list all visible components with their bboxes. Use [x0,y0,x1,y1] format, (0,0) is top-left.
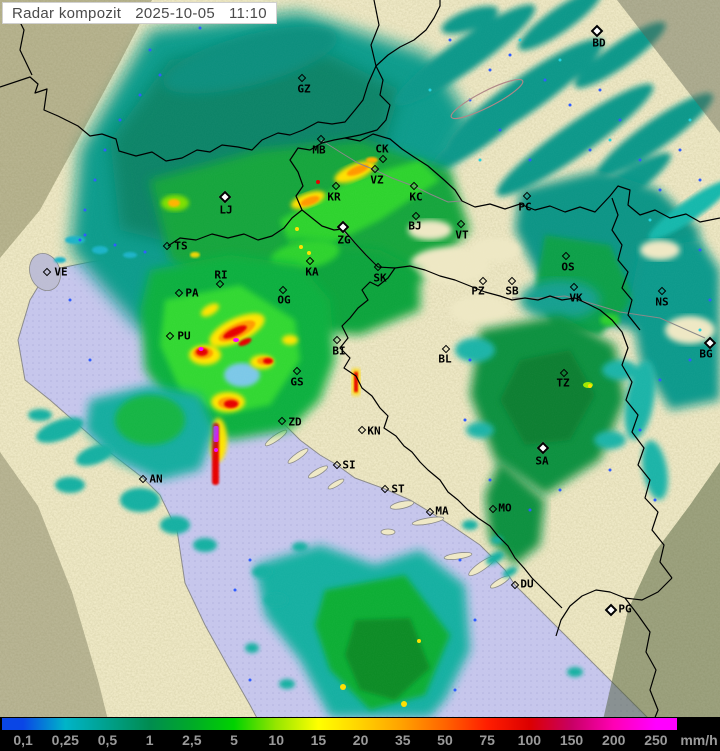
radar-map-canvas [0,0,720,717]
scale-value: 50 [437,732,453,748]
title-bar: Radar kompozit 2025-10-05 11:10 [2,2,277,24]
title-product: Radar kompozit [12,4,122,22]
city-label-NS: NS [655,295,669,309]
scale-value: 1 [145,732,154,748]
city-label-AN: AN [149,472,163,486]
title-date: 2025-10-05 [135,4,215,22]
city-label-PG: PG [618,602,632,616]
city-label-ST: ST [391,482,405,496]
scale-value: 75 [479,732,495,748]
city-label-GZ: GZ [297,82,311,96]
title-time: 11:10 [228,4,267,22]
city-label-OG: OG [277,293,291,307]
city-label-PU: PU [177,329,191,343]
city-label-MB: MB [312,143,326,157]
city-label-BD: BD [592,36,606,50]
scale-value: 35 [394,732,411,748]
city-label-PC: PC [518,200,532,214]
city-label-OS: OS [561,260,575,274]
city-label-VK: VK [569,291,583,305]
scale-value: 0,1 [13,732,33,748]
city-label-VT: VT [455,228,469,242]
city-label-ZG: ZG [337,233,351,247]
scale-value: 250 [644,732,668,748]
city-label-BI: BI [332,344,346,358]
city-label-VE: VE [54,265,68,279]
city-label-VZ: VZ [370,173,384,187]
city-label-KC: KC [409,190,423,204]
scale-value: 100 [517,732,542,748]
scale-value: 150 [559,732,584,748]
city-label-GS: GS [290,375,304,389]
city-label-KA: KA [305,265,319,279]
city-label-ZD: ZD [288,415,302,429]
city-label-MA: MA [435,504,449,518]
scale-value: 0,5 [97,732,118,748]
scale-value: 20 [352,732,369,748]
scale-value: 200 [602,732,626,748]
scale-value: 2,5 [182,732,202,748]
city-label-RI: RI [214,268,228,282]
precipitation-scale: 0,1 0,25 0,5 1 2,5 5 10 15 20 35 50 75 100 150 200 250 … [0,717,720,751]
radar-map: Radar kompozit 2025-10-05 11:10 BD GZ MB CK… [0,0,720,717]
scale-unit: mm/h [680,732,718,748]
scale-value: 5 [230,732,238,748]
city-label-BJ: BJ [408,219,422,233]
city-label-CK: CK [375,142,389,156]
out-of-range-corners [0,0,720,717]
city-label-TZ: TZ [556,376,570,390]
city-label-PA: PA [185,286,199,300]
city-label-KN: KN [367,424,381,438]
city-label-BG: BG [699,347,713,361]
city-label-SI: SI [342,458,356,472]
scale-value: 15 [310,732,327,748]
city-label-SA: SA [535,454,549,468]
city-label-BL: BL [438,352,452,366]
country-borders [0,0,720,717]
city-label-TS: TS [174,239,188,253]
city-label-KR: KR [327,190,341,204]
city-label-PZ: PZ [471,284,485,298]
city-label-SK: SK [373,271,387,285]
scale-value: 10 [268,732,285,748]
city-label-LJ: LJ [219,203,233,217]
lake-balaton [450,78,524,120]
scale-gradient [2,718,677,730]
scale-value: 0,25 [51,732,79,748]
city-label-SB: SB [505,284,519,298]
city-label-DU: DU [520,577,534,591]
city-label-MO: MO [498,501,512,515]
